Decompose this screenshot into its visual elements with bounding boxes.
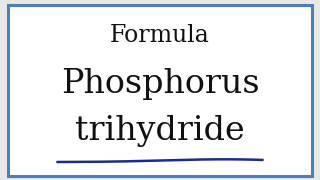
Text: Formula: Formula	[110, 24, 210, 48]
Text: Phosphorus: Phosphorus	[61, 68, 259, 100]
Text: trihydride: trihydride	[75, 115, 245, 147]
